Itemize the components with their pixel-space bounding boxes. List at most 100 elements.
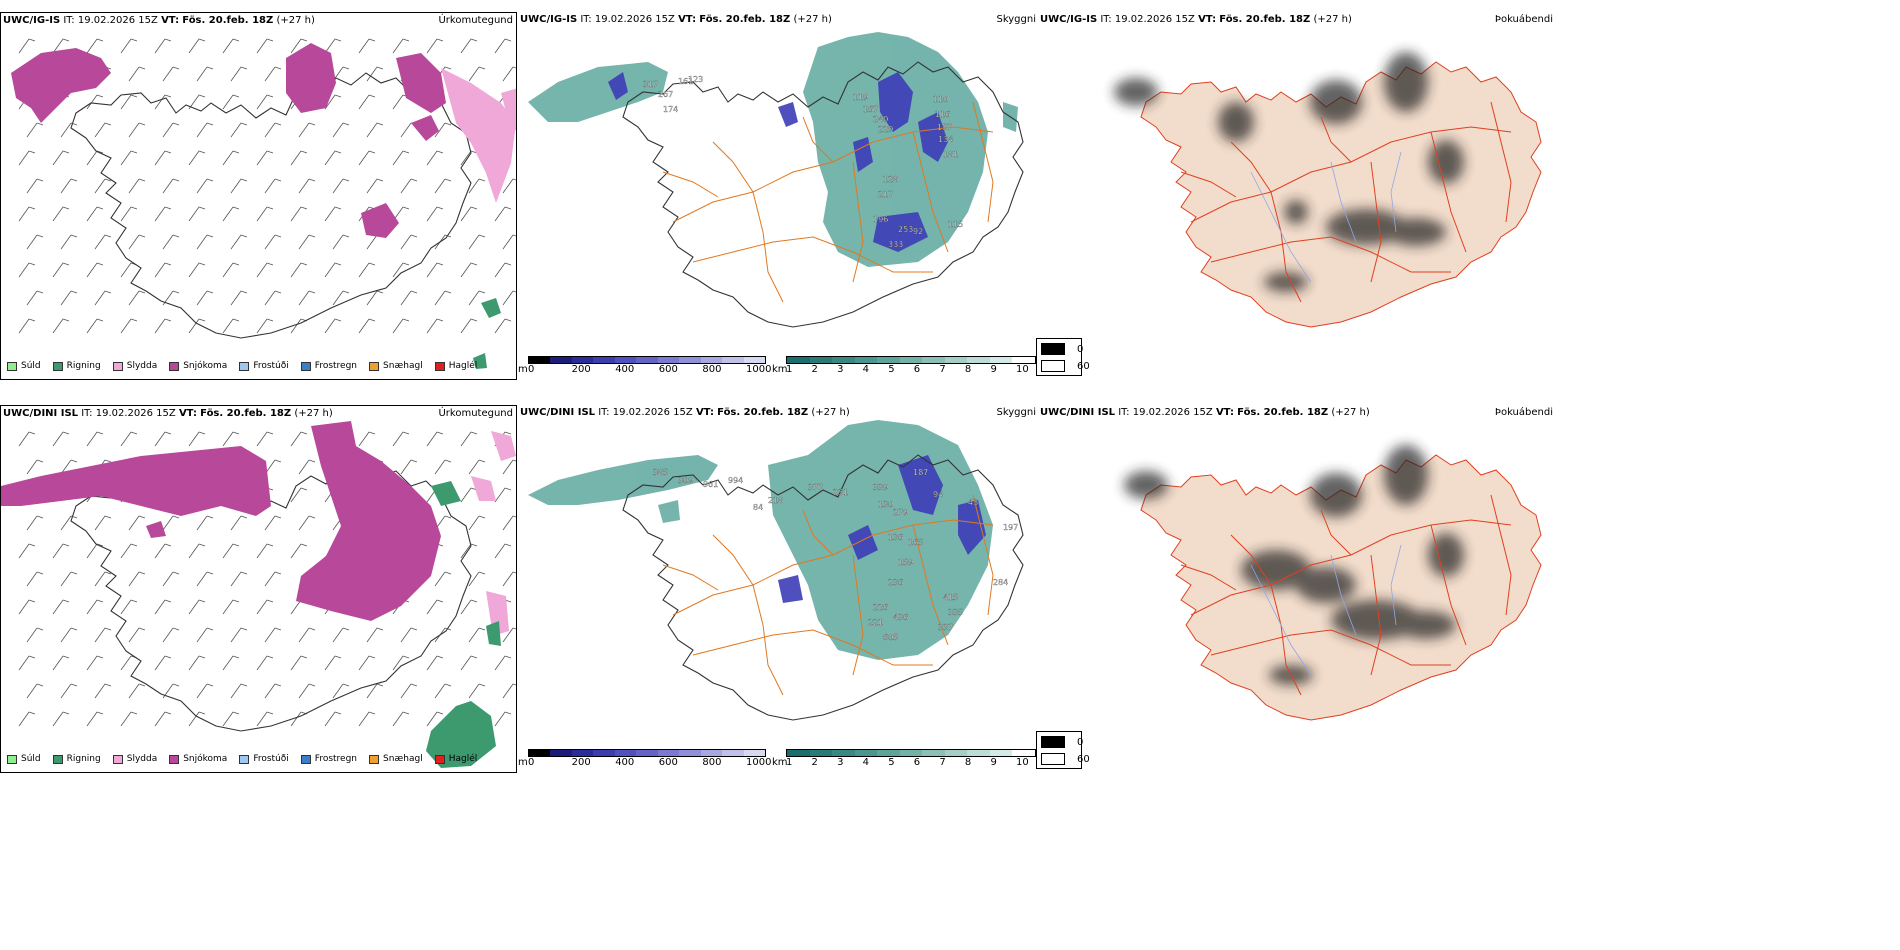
wind-barb — [468, 683, 486, 699]
wind-barb — [52, 206, 70, 222]
wind-barb — [18, 262, 36, 278]
wind-barb — [52, 262, 70, 278]
legend-item: Súld — [7, 361, 41, 371]
legend-label: Snæhagl — [383, 361, 423, 371]
legend-item: Haglél — [434, 361, 477, 371]
cloud-height-label: 385 — [653, 468, 668, 477]
fog-panel-dini: 0 60 UWC/DINI ISL IT: 19.02.2026 15Z VT:… — [1036, 405, 1556, 773]
wind-barb — [94, 178, 112, 194]
colorbar-tick-label: 800 — [702, 757, 722, 768]
wind-barb — [26, 122, 44, 138]
precip-panel-igis: UWC/IG-IS IT: 19.02.2026 15Z VT: Fös. 20… — [0, 12, 517, 380]
road — [1180, 171, 1237, 198]
wind-barb — [120, 38, 138, 54]
road — [1230, 534, 1272, 586]
panel-title: UWC/IG-IS IT: 19.02.2026 15Z VT: Fös. 20… — [1040, 14, 1352, 25]
wind-barb — [196, 627, 214, 643]
road — [1180, 564, 1237, 591]
road — [912, 524, 949, 646]
cloud-height-label: 119 — [853, 93, 868, 102]
legend-swatch — [52, 754, 63, 764]
road — [802, 509, 834, 556]
wind-barb — [120, 150, 138, 166]
wind-barb — [392, 711, 410, 727]
wind-barb — [196, 683, 214, 699]
cloud-height-label: 279 — [893, 508, 908, 517]
road — [1270, 191, 1302, 303]
wind-barb — [188, 262, 206, 278]
wind-barb — [332, 122, 350, 138]
road — [1270, 584, 1302, 696]
colorbar-segment — [636, 357, 658, 363]
wind-barb — [18, 318, 36, 334]
legend-item: Snæhagl — [369, 754, 423, 764]
road — [912, 131, 949, 253]
legend-label: Rigning — [66, 754, 101, 764]
wind-barb — [324, 655, 342, 671]
wind-barb — [264, 459, 282, 475]
cloud-height-label: 130 — [878, 500, 893, 509]
colorbar-segment — [550, 357, 572, 363]
colorbar-segment — [922, 357, 945, 363]
visibility-ticks: 1 2 3 4 5 6 7 8 9 10 — [786, 757, 1036, 771]
wind-barb — [298, 627, 316, 643]
colorbar-tick-label: 8 — [964, 364, 972, 375]
road — [972, 101, 994, 223]
wind-barb — [324, 94, 342, 110]
cloud-height-label: 128 — [883, 175, 898, 184]
wind-barb — [358, 94, 376, 110]
cloud-height-label: 217 — [878, 190, 893, 199]
colorbar-tick-label: 3 — [837, 757, 844, 768]
legend-label: Frostúði — [253, 754, 289, 764]
cloud-height-label: 253 — [898, 225, 913, 234]
cloud-height-label: 159 — [898, 558, 913, 567]
wind-barb — [502, 571, 516, 587]
cloud-height-label: 605 — [883, 633, 898, 642]
cloud-height-label: 226 — [873, 603, 888, 612]
legend-swatch — [169, 361, 180, 371]
cloud-height-label: 335 — [948, 608, 963, 617]
wind-barb — [222, 206, 240, 222]
wind-barb — [264, 683, 282, 699]
wind-barb — [26, 683, 44, 699]
cloudbase-colorbar-swatches — [528, 749, 766, 757]
cloud-height-label: 110 — [933, 95, 948, 104]
wind-barb — [256, 206, 274, 222]
colorbar-tick-label: 600 — [658, 364, 678, 375]
wind-barb — [366, 66, 384, 82]
wind-barb — [26, 234, 44, 250]
fog-panel-igis: 0 60 UWC/IG-IS IT: 19.02.2026 15Z VT: Fö… — [1036, 12, 1556, 380]
precip-legend: Súld Rigning Slydda Snjókoma Frostúði Frostre… — [7, 754, 489, 764]
visibility-colorbar: km 1 2 3 4 5 6 7 8 9 10 — [772, 356, 1038, 380]
precip-map-igis — [11, 38, 516, 369]
wind-barb — [324, 711, 342, 727]
colorbar-segment — [1012, 750, 1036, 756]
wind-barb — [290, 150, 308, 166]
precip-map-dini — [1, 421, 516, 768]
wind-barb — [298, 234, 316, 250]
legend-item: Frostúði — [239, 361, 289, 371]
wind-barb — [468, 571, 486, 587]
colorbar-segment — [854, 357, 878, 363]
wind-barb — [298, 122, 316, 138]
cloud-height-label: 221 — [868, 618, 883, 627]
wind-barb — [264, 234, 282, 250]
wind-barb — [222, 262, 240, 278]
wind-barb — [392, 318, 410, 334]
colorbar-segment — [529, 750, 551, 756]
colorbar-segment — [832, 750, 855, 756]
wind-barb — [230, 66, 248, 82]
colorbar-tick-label: 0 — [528, 757, 535, 768]
river — [1330, 554, 1357, 636]
cloud-height-label: 236 — [888, 578, 903, 587]
panel-title: UWC/DINI ISL IT: 19.02.2026 15Z VT: Fös.… — [520, 407, 850, 418]
wind-barb — [460, 150, 478, 166]
road — [662, 171, 719, 198]
wind-barb — [468, 459, 486, 475]
road — [852, 554, 864, 676]
wind-barb — [222, 655, 240, 671]
wind-barb — [18, 543, 36, 559]
fog-key-row: 60 — [1041, 753, 1090, 765]
wind-barb — [494, 262, 512, 278]
road — [752, 584, 784, 696]
